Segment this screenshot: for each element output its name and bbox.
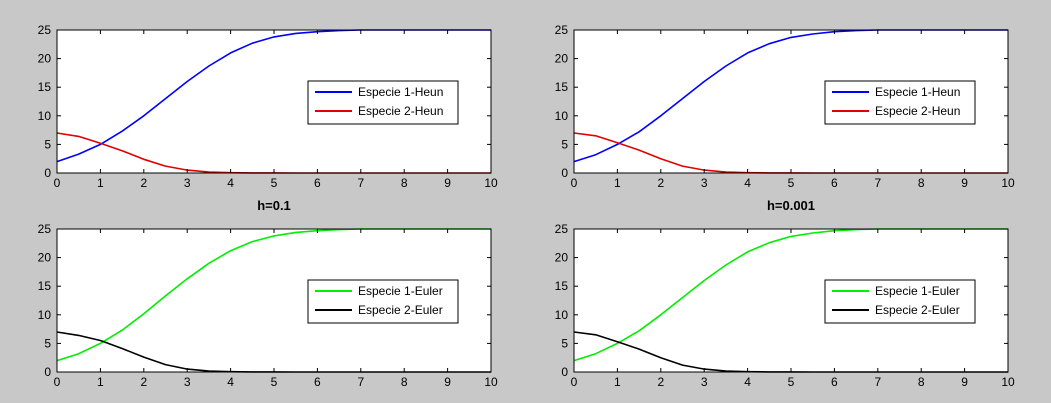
- legend-label: Especie 2-Euler: [358, 303, 443, 317]
- x-tick-label: 5: [271, 375, 278, 389]
- subplot-caption: h=0.001: [767, 198, 815, 213]
- y-tick-label: 10: [38, 109, 52, 123]
- y-tick-label: 10: [555, 109, 569, 123]
- x-tick-label: 8: [918, 176, 925, 190]
- x-tick-label: 10: [484, 375, 498, 389]
- x-tick-label: 7: [874, 176, 881, 190]
- x-tick-label: 8: [918, 375, 925, 389]
- x-tick-label: 7: [874, 375, 881, 389]
- y-tick-label: 0: [44, 365, 51, 379]
- legend: Especie 1-Euler Especie 2-Euler: [307, 279, 459, 324]
- x-tick-label: 1: [614, 176, 621, 190]
- y-tick-label: 5: [561, 336, 568, 350]
- x-tick-label: 0: [54, 375, 61, 389]
- x-tick-label: 8: [401, 375, 408, 389]
- y-tick-label: 20: [38, 251, 52, 265]
- x-tick-label: 9: [444, 375, 451, 389]
- x-tick-label: 2: [657, 375, 664, 389]
- y-tick-label: 5: [561, 137, 568, 151]
- y-tick-label: 5: [44, 137, 51, 151]
- y-tick-label: 0: [561, 166, 568, 180]
- y-tick-label: 10: [555, 308, 569, 322]
- x-tick-label: 9: [961, 375, 968, 389]
- y-tick-label: 25: [555, 23, 569, 37]
- x-tick-label: 8: [401, 176, 408, 190]
- x-tick-label: 6: [831, 176, 838, 190]
- x-tick-label: 2: [140, 176, 147, 190]
- x-tick-label: 2: [657, 176, 664, 190]
- y-tick-label: 20: [555, 52, 569, 66]
- x-tick-label: 5: [788, 176, 795, 190]
- legend: Especie 1-Heun Especie 2-Heun: [307, 80, 459, 125]
- legend-box: [824, 279, 976, 324]
- x-tick-label: 10: [1001, 176, 1015, 190]
- x-tick-label: 4: [227, 176, 234, 190]
- x-tick-label: 1: [614, 375, 621, 389]
- y-tick-label: 25: [555, 222, 569, 236]
- x-tick-label: 6: [314, 176, 321, 190]
- y-tick-label: 15: [38, 279, 52, 293]
- x-tick-label: 10: [1001, 375, 1015, 389]
- x-tick-label: 6: [831, 375, 838, 389]
- x-tick-label: 9: [444, 176, 451, 190]
- y-tick-label: 15: [38, 80, 52, 94]
- y-tick-label: 20: [555, 251, 569, 265]
- y-tick-label: 25: [38, 222, 52, 236]
- subplot-caption: h=0.1: [257, 198, 291, 213]
- x-tick-label: 5: [788, 375, 795, 389]
- x-tick-label: 6: [314, 375, 321, 389]
- x-tick-label: 2: [140, 375, 147, 389]
- x-tick-label: 10: [484, 176, 498, 190]
- legend-box: [307, 279, 459, 324]
- x-tick-label: 3: [701, 176, 708, 190]
- legend-label: Especie 2-Heun: [358, 104, 443, 118]
- y-tick-label: 0: [44, 166, 51, 180]
- legend-label: Especie 2-Euler: [875, 303, 960, 317]
- x-tick-label: 4: [227, 375, 234, 389]
- x-tick-label: 0: [571, 176, 578, 190]
- x-tick-label: 1: [97, 375, 104, 389]
- x-tick-label: 7: [357, 375, 364, 389]
- y-tick-label: 25: [38, 23, 52, 37]
- legend: Especie 1-Heun Especie 2-Heun: [824, 80, 976, 125]
- x-tick-label: 0: [54, 176, 61, 190]
- y-tick-label: 10: [38, 308, 52, 322]
- y-tick-label: 0: [561, 365, 568, 379]
- x-tick-label: 4: [744, 375, 751, 389]
- legend-label: Especie 2-Heun: [875, 104, 960, 118]
- x-tick-label: 7: [357, 176, 364, 190]
- legend: Especie 1-Euler Especie 2-Euler: [824, 279, 976, 324]
- y-tick-label: 5: [44, 336, 51, 350]
- x-tick-label: 3: [184, 176, 191, 190]
- legend-label: Especie 1-Euler: [358, 284, 443, 298]
- legend-label: Especie 1-Heun: [875, 85, 960, 99]
- x-tick-label: 3: [701, 375, 708, 389]
- legend-box: [307, 80, 459, 125]
- y-tick-label: 20: [38, 52, 52, 66]
- legend-box: [824, 80, 976, 125]
- y-tick-label: 15: [555, 279, 569, 293]
- legend-label: Especie 1-Euler: [875, 284, 960, 298]
- x-tick-label: 5: [271, 176, 278, 190]
- legend-label: Especie 1-Heun: [358, 85, 443, 99]
- x-tick-label: 1: [97, 176, 104, 190]
- x-tick-label: 0: [571, 375, 578, 389]
- x-tick-label: 3: [184, 375, 191, 389]
- x-tick-label: 9: [961, 176, 968, 190]
- y-tick-label: 15: [555, 80, 569, 94]
- x-tick-label: 4: [744, 176, 751, 190]
